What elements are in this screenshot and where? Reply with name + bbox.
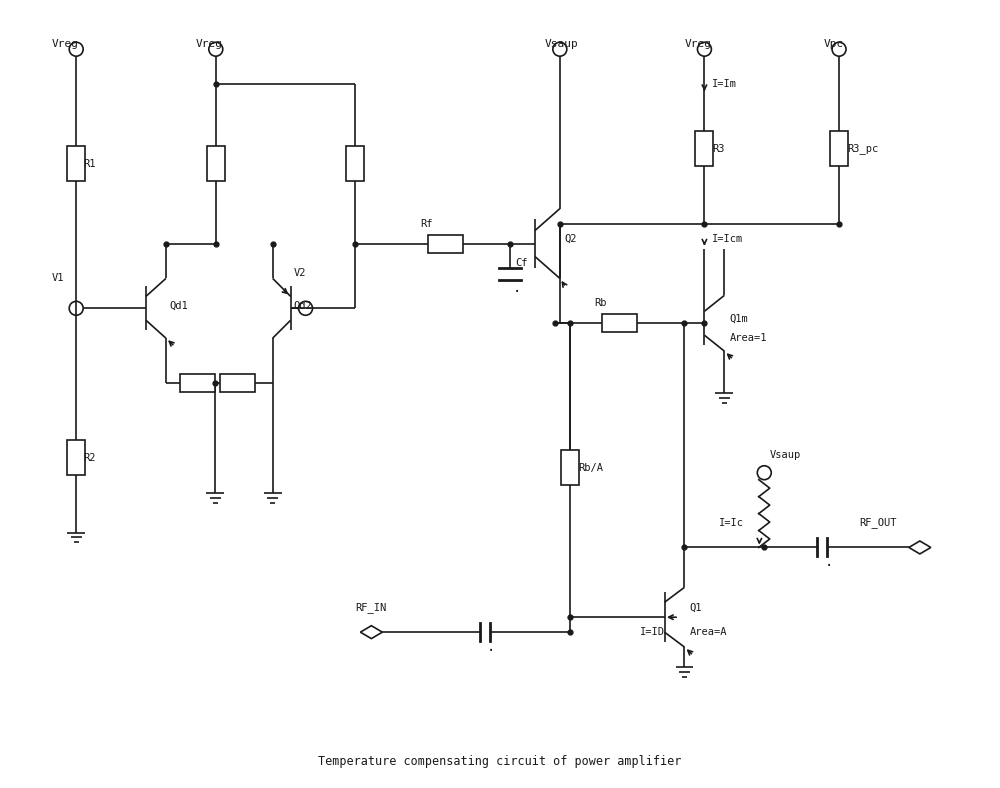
Text: Vreg: Vreg <box>51 39 78 49</box>
Bar <box>180 374 215 392</box>
Text: Q1: Q1 <box>689 602 702 612</box>
Text: .: . <box>487 640 495 654</box>
Text: I=Icm: I=Icm <box>712 233 744 243</box>
Bar <box>207 147 225 181</box>
Text: Vpc: Vpc <box>824 39 844 49</box>
Text: Area=1: Area=1 <box>729 333 767 344</box>
Text: V2: V2 <box>294 269 306 278</box>
Bar <box>67 440 85 475</box>
Text: Rb: Rb <box>595 299 607 308</box>
Text: Vsaup: Vsaup <box>769 450 800 459</box>
Text: R1: R1 <box>83 159 96 169</box>
Text: RF_IN: RF_IN <box>355 602 387 613</box>
Bar <box>220 374 255 392</box>
Text: Qd2: Qd2 <box>294 300 312 310</box>
Text: I=Im: I=Im <box>712 79 737 89</box>
Text: V1: V1 <box>51 273 64 284</box>
Text: I=Ic: I=Ic <box>719 518 744 527</box>
Text: Area=A: Area=A <box>689 627 727 637</box>
Text: .: . <box>513 281 521 296</box>
Text: .: . <box>825 556 833 570</box>
Bar <box>695 132 713 166</box>
Text: Rb/A: Rb/A <box>578 463 603 473</box>
Text: Qd1: Qd1 <box>169 300 188 310</box>
Text: Q1m: Q1m <box>729 314 748 323</box>
Bar <box>561 450 579 485</box>
Bar <box>602 314 637 333</box>
Text: Vreg: Vreg <box>196 39 223 49</box>
Text: Cf: Cf <box>515 258 527 269</box>
Text: Vsaup: Vsaup <box>545 39 579 49</box>
Bar <box>830 132 848 166</box>
Text: I=ID: I=ID <box>640 627 665 637</box>
Text: R3: R3 <box>712 144 725 154</box>
Polygon shape <box>360 626 382 638</box>
Bar <box>346 147 364 181</box>
Text: Q2: Q2 <box>565 233 577 243</box>
Bar <box>428 235 463 252</box>
Text: R3_pc: R3_pc <box>847 143 878 154</box>
Text: RF_OUT: RF_OUT <box>859 517 896 528</box>
Text: R2: R2 <box>83 453 96 463</box>
Text: Rf: Rf <box>420 218 433 229</box>
Polygon shape <box>909 541 931 554</box>
Text: Temperature compensating circuit of power amplifier: Temperature compensating circuit of powe… <box>318 755 682 768</box>
Text: Vreg: Vreg <box>684 39 711 49</box>
Bar <box>67 147 85 181</box>
